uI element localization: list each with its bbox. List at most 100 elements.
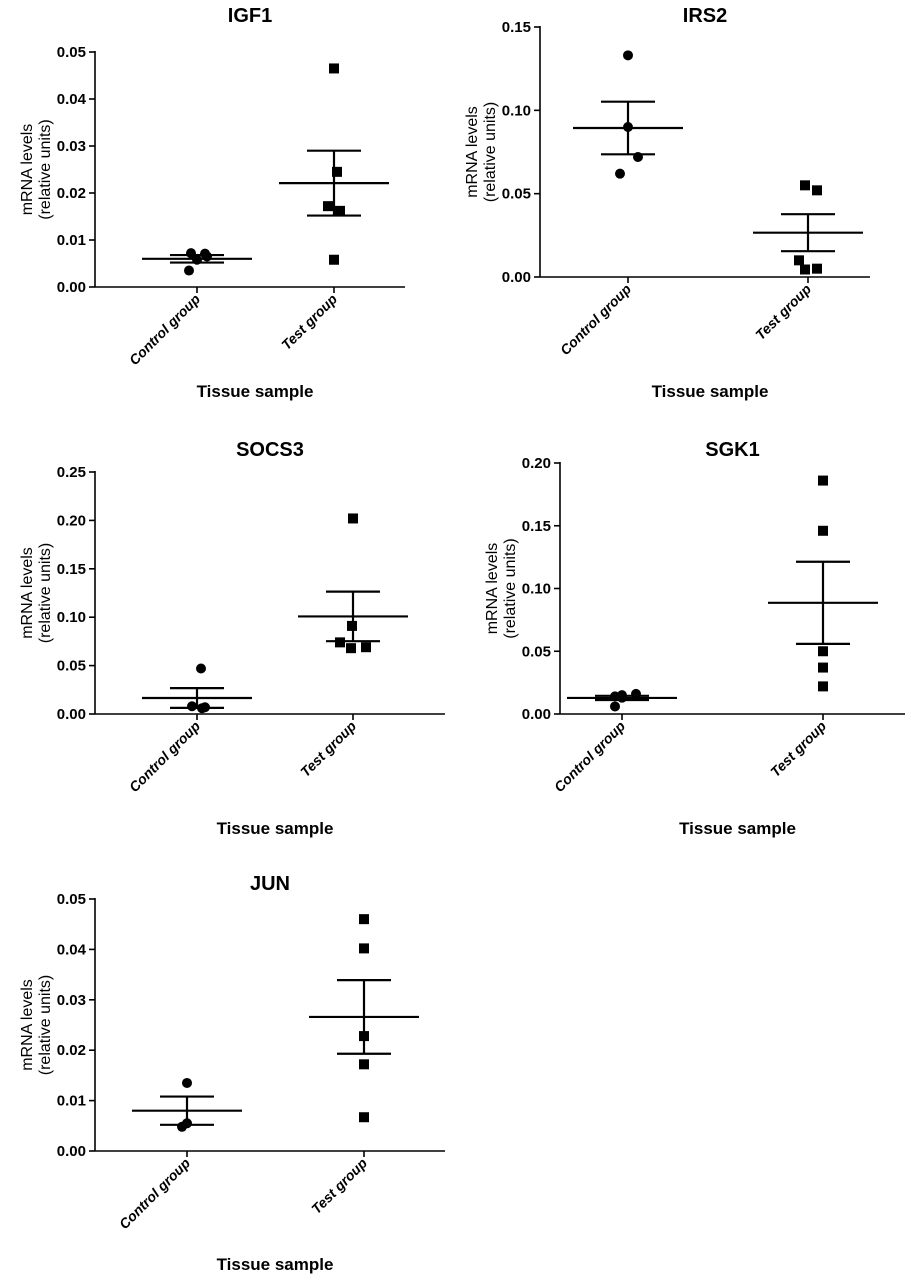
panel-sgk1: SGK1 0.00 0.05 0.10 0.15 0.20 mRNA levels(rela… (484, 439, 905, 838)
category-label: Test group (297, 717, 359, 779)
x-axis-label: Tissue sample (217, 1255, 334, 1274)
y-tick-label: 0.20 (57, 512, 86, 529)
panel-irs2: IRS2 0.00 0.05 0.10 0.15 mRNA levels(relative… (464, 5, 870, 401)
data-point-circle (196, 663, 206, 674)
data-point-circle (186, 248, 196, 259)
y-tick-label: 0.15 (57, 561, 86, 578)
y-tick-label: 0.00 (502, 269, 531, 286)
panel-socs3: SOCS3 0.00 0.05 0.10 0.15 0.20 0.25 mRNA levels… (19, 439, 445, 838)
chart-title: JUN (250, 873, 290, 895)
data-point-circle (187, 701, 197, 712)
y-tick-label: 0.25 (57, 464, 86, 481)
data-point-circle (182, 1077, 192, 1088)
category-label: Test group (752, 280, 814, 342)
category-label: Control group (126, 717, 204, 795)
chart-title: SGK1 (705, 439, 759, 461)
y-tick-label: 0.03 (57, 992, 86, 1009)
y-tick-label: 0.00 (57, 279, 86, 296)
x-axis-label: Tissue sample (217, 819, 334, 838)
x-axis-label: Tissue sample (652, 382, 769, 401)
y-axis-label-line: mRNA levels (19, 124, 36, 216)
category-label: Test group (278, 290, 340, 352)
data-point-square (323, 201, 333, 212)
data-point-square (359, 943, 369, 954)
y-axis-label-line: (relative units) (37, 975, 54, 1075)
data-point-square (329, 63, 339, 74)
data-point-square (359, 1059, 369, 1070)
data-point-square (800, 264, 810, 275)
y-tick-label: 0.05 (57, 658, 86, 675)
y-axis-label: mRNA levels(relative units) (19, 975, 54, 1075)
y-tick-label: 0.05 (522, 643, 551, 660)
chart-title: IGF1 (228, 5, 272, 27)
category-label: Control group (551, 717, 629, 795)
panel-jun: JUN 0.00 0.01 0.02 0.03 0.04 0.05 mRNA levels(r… (19, 873, 445, 1274)
y-tick-label: 0.10 (57, 609, 86, 626)
category-label: Test group (308, 1154, 370, 1216)
data-point-square (359, 1112, 369, 1123)
data-point-square (818, 662, 828, 673)
y-tick-label: 0.05 (57, 891, 86, 908)
data-point-circle (623, 50, 633, 61)
y-axis-label-line: mRNA levels (19, 547, 36, 639)
data-point-square (818, 681, 828, 692)
y-axis-label: mRNA levels(relative units) (19, 119, 54, 219)
y-tick-label: 0.00 (57, 706, 86, 723)
y-tick-label: 0.01 (57, 232, 86, 249)
data-point-square (812, 185, 822, 196)
y-axis-label-line: mRNA levels (464, 106, 481, 198)
y-axis-label-line: (relative units) (37, 543, 54, 643)
y-axis-label-line: (relative units) (37, 119, 54, 219)
y-tick-label: 0.05 (502, 186, 531, 203)
y-tick-label: 0.04 (57, 91, 87, 108)
data-point-circle (200, 248, 210, 259)
y-tick-label: 0.05 (57, 44, 86, 61)
data-point-square (818, 525, 828, 536)
y-tick-label: 0.04 (57, 941, 87, 958)
y-tick-label: 0.03 (57, 138, 86, 155)
data-point-square (812, 263, 822, 274)
category-label: Control group (116, 1154, 194, 1232)
y-tick-label: 0.02 (57, 185, 86, 202)
data-point-circle (615, 168, 625, 179)
data-point-square (348, 513, 358, 524)
panel-igf1: IGF1 0.00 0.01 0.02 0.03 0.04 0.05 mRNA levels(… (19, 5, 405, 401)
data-point-square (332, 166, 342, 177)
category-label: Control group (557, 280, 635, 358)
y-tick-label: 0.00 (57, 1143, 86, 1160)
data-point-square (335, 637, 345, 648)
data-point-circle (610, 701, 620, 712)
category-label: Control group (126, 290, 204, 368)
x-axis-label: Tissue sample (197, 382, 314, 401)
y-tick-label: 0.10 (522, 581, 551, 598)
data-point-square (800, 180, 810, 191)
y-tick-label: 0.10 (502, 102, 531, 119)
data-point-square (359, 914, 369, 925)
chart-title: IRS2 (683, 5, 727, 27)
data-point-square (335, 205, 345, 216)
data-point-circle (177, 1121, 187, 1132)
data-point-square (794, 255, 804, 266)
data-point-square (361, 642, 371, 653)
x-axis-label: Tissue sample (679, 819, 796, 838)
data-point-square (818, 646, 828, 657)
category-label: Test group (767, 717, 829, 779)
y-tick-label: 0.15 (522, 518, 551, 535)
y-axis-label-line: (relative units) (502, 538, 519, 638)
y-tick-label: 0.20 (522, 455, 551, 472)
data-point-circle (184, 265, 194, 276)
y-tick-label: 0.02 (57, 1042, 86, 1059)
y-tick-label: 0.15 (502, 19, 531, 36)
y-axis-label-line: mRNA levels (19, 979, 36, 1071)
y-axis-label: mRNA levels(relative units) (464, 102, 499, 202)
y-tick-label: 0.00 (522, 706, 551, 723)
data-point-square (346, 643, 356, 654)
y-axis-label-line: (relative units) (482, 102, 499, 202)
data-point-square (329, 254, 339, 265)
y-axis-label-line: mRNA levels (484, 543, 501, 635)
y-axis-label: mRNA levels(relative units) (19, 543, 54, 643)
data-point-square (818, 475, 828, 486)
y-axis-label: mRNA levels(relative units) (484, 538, 519, 638)
chart-title: SOCS3 (236, 439, 304, 461)
